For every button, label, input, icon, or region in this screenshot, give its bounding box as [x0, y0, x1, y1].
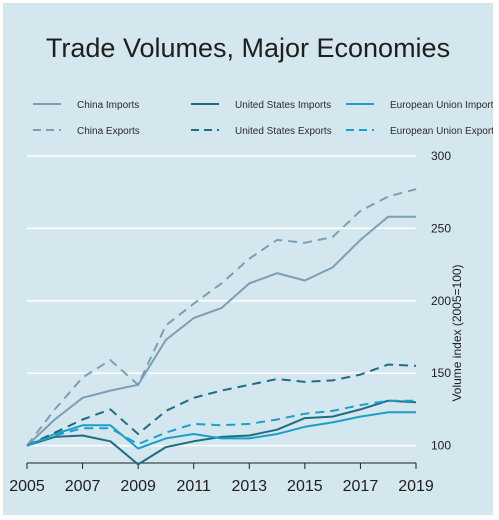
legend-label-united-states-exports: United States Exports [235, 126, 332, 137]
y-tick-label-150: 150 [431, 366, 451, 380]
x-tick-label-2011: 2011 [177, 478, 212, 495]
y-tick-label-100: 100 [431, 439, 451, 453]
legend-label-united-states-imports: United States Imports [235, 100, 331, 111]
chart-title: Trade Volumes, Major Economies [45, 33, 451, 63]
legend-label-european-union-exports: European Union Exports [390, 126, 493, 137]
chart-panel: Trade Volumes, Major Economies 100 150 200… [3, 3, 493, 515]
series-line-china-exports [26, 188, 417, 447]
legend-label-china-exports: China Exports [77, 126, 140, 137]
x-tick-label-2015: 2015 [287, 478, 323, 495]
x-tick-label-2013: 2013 [231, 478, 267, 495]
x-tick-label-2009: 2009 [120, 478, 156, 495]
series-line-european-union-imports [26, 411, 416, 450]
legend-label-china-imports: China Imports [77, 100, 139, 111]
x-tick-label-2005: 2005 [9, 478, 45, 495]
series-line-united-states-imports [26, 399, 417, 466]
line-chart: 100 150 200 250 300 2005 2007 2009 2011 2013 2015 2… [9, 100, 493, 495]
y-axis-label: Volume index (2005=100) [450, 264, 464, 401]
x-tick-label-2019: 2019 [398, 478, 434, 495]
y-tick-label-200: 200 [431, 294, 451, 308]
y-tick-label-250: 250 [431, 221, 451, 235]
legend-label-european-union-imports: European Union Imports [390, 100, 493, 111]
series-line-china-imports [26, 215, 416, 447]
series-line-european-union-exports [26, 399, 416, 447]
x-tick-label-2007: 2007 [65, 478, 101, 495]
y-tick-label-300: 300 [431, 149, 451, 163]
x-tick-label-2017: 2017 [343, 478, 379, 495]
